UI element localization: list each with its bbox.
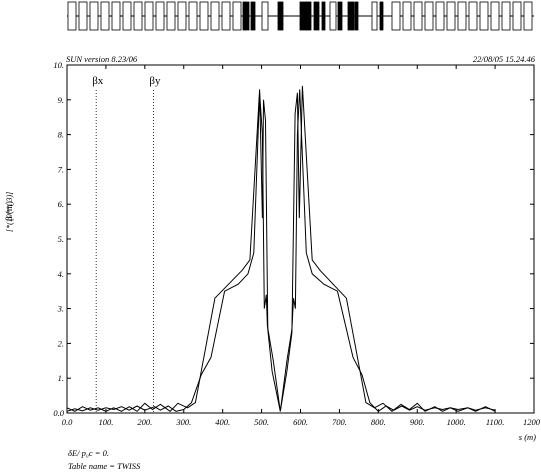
x-tick-label: 200. (137, 417, 152, 427)
table-name-label: Table name = TWISS (68, 461, 141, 471)
timestamp-label: 22/08/05 15.24.46 (473, 54, 536, 64)
x-tick-label: 1200 (523, 417, 541, 427)
y-tick-label: 3. (57, 304, 64, 314)
lattice-quadrupole (337, 1, 343, 31)
y-tick-label: 2. (58, 338, 64, 348)
lattice-dipole (155, 1, 165, 31)
lattice-dipole (413, 1, 423, 31)
lattice-quadrupole (379, 1, 384, 31)
lattice-dipole (221, 1, 231, 31)
legend-label: βx (92, 75, 104, 87)
x-axis-ticks: 0.0 100. 200. 300. 400. 500. 600. 700. 800. 900. 1… (62, 65, 541, 427)
lattice-quadrupole (321, 1, 326, 31)
y-tick-label: 10. (53, 60, 64, 70)
lattice-quadrupole (242, 1, 250, 31)
series-line-beta-y (66, 85, 496, 412)
x-tick-label: 700. (332, 417, 347, 427)
lattice-dipole (261, 1, 269, 31)
x-tick-label: 400. (215, 417, 230, 427)
series-group (66, 85, 496, 412)
program-version-label: SUN version 8.23/06 (66, 54, 138, 64)
y-tick-label: 8. (58, 130, 64, 140)
y-tick-label: 5. (58, 234, 64, 244)
lattice-dipole (188, 1, 198, 31)
x-tick-label: 1100. (486, 417, 505, 427)
x-tick-label: 1000. (447, 417, 466, 427)
lattice-quadrupole (250, 1, 256, 31)
lattice-dipole (122, 1, 132, 31)
lattice-dipole (424, 1, 434, 31)
y-tick-label: 6. (58, 199, 64, 209)
lattice-layout-strip (67, 1, 534, 31)
lattice-dipole (100, 1, 110, 31)
x-tick-label: 600. (293, 417, 308, 427)
lattice-dipole (402, 1, 412, 31)
x-axis-label: s (m) (519, 432, 536, 442)
lattice-dipole (446, 1, 456, 31)
lattice-quadrupole (306, 1, 312, 31)
lattice-dipole (435, 1, 445, 31)
y-tick-label: 0.0 (53, 408, 64, 418)
momentum-deviation-label: δE/ p₀c = 0. (68, 448, 109, 458)
x-tick-label: 500. (254, 417, 269, 427)
x-tick-label: 0.0 (62, 417, 73, 427)
lattice-dipole (391, 1, 401, 31)
x-tick-label: 100. (98, 417, 113, 427)
lattice-dipole (479, 1, 489, 31)
lattice-dipole (78, 1, 88, 31)
lattice-dipole (490, 1, 500, 31)
lattice-dipole (67, 1, 77, 31)
lattice-dipole (501, 1, 511, 31)
lattice-dipole (457, 1, 467, 31)
lattice-dipole (468, 1, 478, 31)
y-axis-label: β (m) (4, 201, 14, 221)
lattice-dipole (210, 1, 220, 31)
lattice-dipole (512, 1, 522, 31)
lattice-quadrupole (313, 1, 320, 31)
y-tick-label: 9. (58, 95, 64, 105)
lattice-quadrupole (277, 1, 284, 31)
x-tick-label: 900. (410, 417, 425, 427)
lattice-dipole (199, 1, 209, 31)
x-tick-label: 300. (175, 417, 191, 427)
lattice-dipole (133, 1, 143, 31)
lattice-dipole (523, 1, 533, 31)
lattice-dipole (232, 1, 242, 31)
lattice-quadrupole (354, 1, 359, 31)
lattice-quadrupole (299, 1, 308, 31)
lattice-dipole (144, 1, 154, 31)
lattice-dipole (177, 1, 187, 31)
y-tick-label: 4. (58, 269, 64, 279)
y-axis-ticks: 0.0 1. 2. 3. 4. 5. 6. 7. 8. 9. 10. (53, 60, 534, 418)
lattice-dipole (371, 1, 378, 31)
lattice-dipole (329, 1, 337, 31)
x-tick-label: 800. (371, 417, 386, 427)
lattice-dipole (111, 1, 121, 31)
legend-label: βy (149, 75, 161, 87)
lattice-dipole (166, 1, 176, 31)
legend: βx βy (92, 75, 161, 413)
lattice-quadrupole (347, 1, 355, 31)
y-tick-label: 1. (58, 373, 64, 383)
series-line-beta-x (66, 89, 496, 412)
lattice-dipole (89, 1, 99, 31)
y-axis-scale-label: [*(10**( 3)] (5, 192, 14, 232)
y-tick-label: 7. (58, 164, 64, 174)
